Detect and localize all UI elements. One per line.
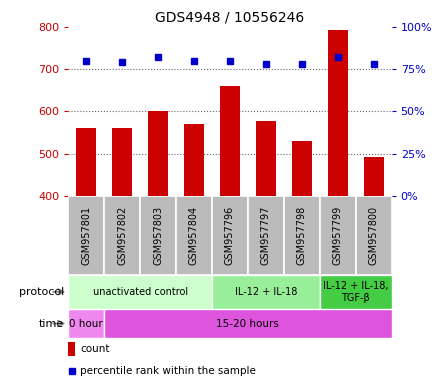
Text: IL-12 + IL-18: IL-12 + IL-18 bbox=[235, 287, 297, 297]
Bar bbox=[212, 196, 248, 275]
Text: GSM957800: GSM957800 bbox=[369, 206, 379, 265]
Text: GSM957799: GSM957799 bbox=[333, 205, 343, 265]
Text: 0 hour: 0 hour bbox=[69, 318, 103, 329]
Text: GSM957803: GSM957803 bbox=[153, 206, 163, 265]
Bar bbox=[104, 309, 392, 338]
Text: protocol: protocol bbox=[18, 287, 64, 297]
Bar bbox=[104, 196, 140, 275]
Bar bbox=[68, 196, 104, 275]
Bar bbox=[148, 111, 168, 196]
Bar bbox=[256, 121, 276, 196]
Bar bbox=[176, 196, 212, 275]
Title: GDS4948 / 10556246: GDS4948 / 10556246 bbox=[155, 10, 304, 24]
Text: GSM957804: GSM957804 bbox=[189, 206, 199, 265]
Bar bbox=[248, 196, 284, 275]
Bar bbox=[320, 196, 356, 275]
Text: time: time bbox=[39, 318, 64, 329]
Bar bbox=[292, 141, 312, 196]
Text: count: count bbox=[81, 344, 110, 354]
Text: GSM957798: GSM957798 bbox=[297, 205, 307, 265]
Bar bbox=[356, 196, 392, 275]
Bar bbox=[68, 275, 212, 309]
Text: 15-20 hours: 15-20 hours bbox=[216, 318, 279, 329]
Bar bbox=[328, 30, 348, 196]
Bar bbox=[284, 196, 320, 275]
Bar bbox=[212, 275, 320, 309]
Bar bbox=[364, 157, 384, 196]
Bar bbox=[320, 275, 392, 309]
Text: GSM957802: GSM957802 bbox=[117, 205, 127, 265]
Text: GSM957796: GSM957796 bbox=[225, 205, 235, 265]
Text: unactivated control: unactivated control bbox=[92, 287, 187, 297]
Bar bbox=[112, 128, 132, 196]
Bar bbox=[68, 309, 104, 338]
Text: IL-12 + IL-18,
TGF-β: IL-12 + IL-18, TGF-β bbox=[323, 281, 389, 303]
Bar bbox=[68, 342, 75, 356]
Text: GSM957801: GSM957801 bbox=[81, 206, 91, 265]
Text: percentile rank within the sample: percentile rank within the sample bbox=[81, 366, 257, 376]
Text: GSM957797: GSM957797 bbox=[261, 205, 271, 265]
Bar bbox=[140, 196, 176, 275]
Bar bbox=[220, 86, 240, 196]
Bar bbox=[184, 124, 204, 196]
Bar bbox=[76, 128, 96, 196]
